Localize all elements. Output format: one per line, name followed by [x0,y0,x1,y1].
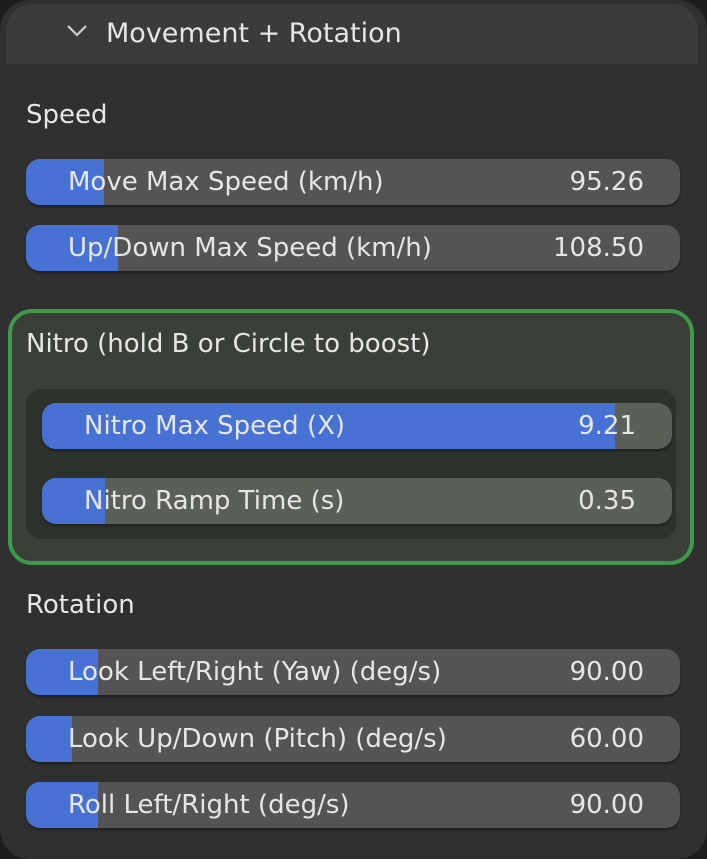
slider-label: Up/Down Max Speed (km/h) [68,233,432,263]
slider-fill [26,782,98,828]
pitch-slider[interactable]: Look Up/Down (Pitch) (deg/s) 60.00 [26,716,680,762]
slider-label: Look Up/Down (Pitch) (deg/s) [68,724,447,754]
slider-value: 95.26 [569,167,644,197]
slider-value: 90.00 [569,657,644,687]
rotation-label: Rotation [26,590,135,620]
nitro-max-speed-slider[interactable]: Nitro Max Speed (X) 9.21 [42,403,672,449]
slider-label: Look Left/Right (Yaw) (deg/s) [68,657,442,687]
slider-value: 60.00 [569,724,644,754]
slider-value: 90.00 [569,790,644,820]
speed-label: Speed [26,100,108,130]
slider-fill [42,403,616,449]
slider-label: Nitro Ramp Time (s) [84,486,345,516]
slider-value: 0.35 [578,486,636,516]
slider-label: Roll Left/Right (deg/s) [68,790,350,820]
slider-value: 108.50 [553,233,644,263]
slider-label: Move Max Speed (km/h) [68,167,384,197]
slider-label: Nitro Max Speed (X) [84,411,346,441]
nitro-label: Nitro (hold B or Circle to boost) [26,329,431,359]
yaw-slider[interactable]: Look Left/Right (Yaw) (deg/s) 90.00 [26,649,680,695]
chevron-down-icon[interactable] [66,24,88,38]
nitro-box: Nitro (hold B or Circle to boost) Nitro … [8,309,694,565]
slider-value: 9.21 [578,411,636,441]
panel-header[interactable]: Movement + Rotation [6,4,698,64]
roll-slider[interactable]: Roll Left/Right (deg/s) 90.00 [26,782,680,828]
slider-fill [42,478,105,524]
nitro-inner-box: Nitro Max Speed (X) 9.21 Nitro Ramp Time… [26,389,676,539]
updown-max-speed-slider[interactable]: Up/Down Max Speed (km/h) 108.50 [26,225,680,271]
slider-fill [26,159,105,205]
slider-fill [26,716,72,762]
slider-fill [26,225,118,271]
nitro-ramp-time-slider[interactable]: Nitro Ramp Time (s) 0.35 [42,478,672,524]
slider-fill [26,649,98,695]
move-max-speed-slider[interactable]: Move Max Speed (km/h) 95.26 [26,159,680,205]
panel-title: Movement + Rotation [106,18,402,49]
